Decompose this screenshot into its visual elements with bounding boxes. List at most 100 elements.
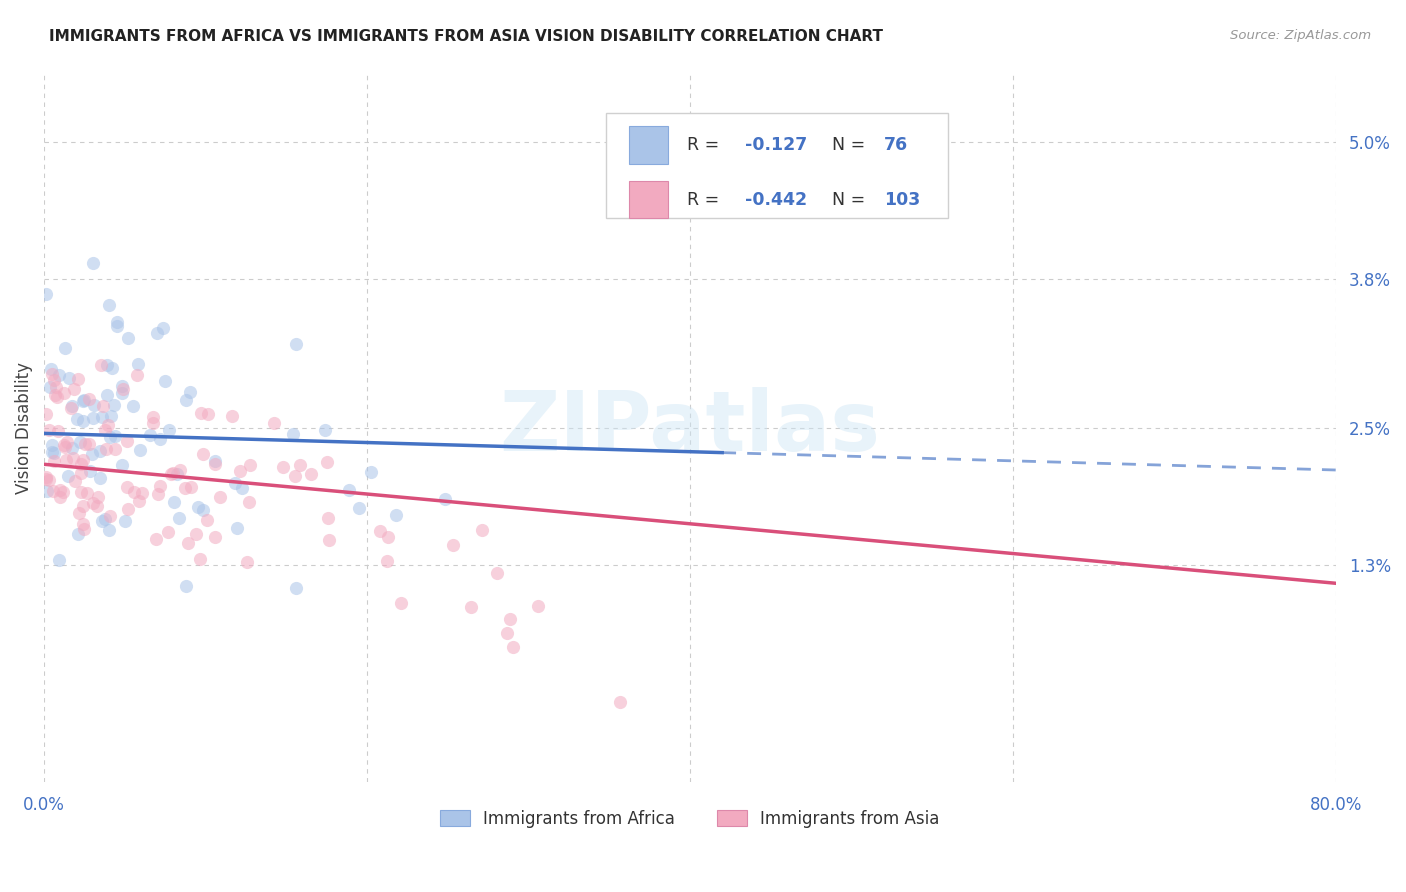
Point <box>72 453 94 467</box>
Point <box>441 538 464 552</box>
Point <box>502 640 524 655</box>
Point <box>55 434 77 449</box>
Text: 76: 76 <box>883 136 908 154</box>
Point <box>229 465 252 479</box>
Point <box>122 399 145 413</box>
Point <box>76 486 98 500</box>
Text: N =: N = <box>832 136 870 154</box>
Point <box>83 398 105 412</box>
Point <box>142 416 165 430</box>
Point <box>39 362 62 376</box>
Point <box>41 437 63 451</box>
Point <box>111 379 134 393</box>
Point <box>91 410 114 425</box>
Point <box>485 566 508 581</box>
Point <box>204 457 226 471</box>
Bar <box>630 126 668 164</box>
Point <box>53 438 76 452</box>
Point <box>72 516 94 531</box>
Point <box>377 530 399 544</box>
Point <box>45 380 67 394</box>
Point <box>70 458 93 472</box>
Point <box>87 490 110 504</box>
Point <box>105 319 128 334</box>
Point <box>375 554 398 568</box>
Point <box>98 509 121 524</box>
Point <box>169 463 191 477</box>
Point <box>41 445 63 459</box>
Point <box>38 380 60 394</box>
Point <box>41 367 63 381</box>
Y-axis label: Vision Disability: Vision Disability <box>15 361 32 493</box>
Point <box>72 394 94 409</box>
Point <box>179 385 201 400</box>
Point <box>35 407 58 421</box>
Point <box>94 424 117 438</box>
Point <box>238 494 260 508</box>
Bar <box>630 180 668 219</box>
Point <box>73 393 96 408</box>
Point <box>89 471 111 485</box>
Point <box>79 464 101 478</box>
Point <box>142 409 165 424</box>
Point <box>73 437 96 451</box>
Point <box>72 500 94 514</box>
Point <box>122 484 145 499</box>
Point <box>60 442 83 456</box>
Point <box>152 320 174 334</box>
Point <box>42 483 65 498</box>
Point <box>385 508 408 523</box>
Point <box>59 401 82 416</box>
Text: IMMIGRANTS FROM AFRICA VS IMMIGRANTS FROM ASIA VISION DISABILITY CORRELATION CHA: IMMIGRANTS FROM AFRICA VS IMMIGRANTS FRO… <box>49 29 883 44</box>
Point <box>42 454 65 468</box>
Point <box>56 468 79 483</box>
Point <box>98 430 121 444</box>
Point <box>49 483 72 498</box>
Point <box>162 466 184 480</box>
Point <box>86 499 108 513</box>
Point <box>145 326 167 340</box>
Point <box>131 486 153 500</box>
Point <box>82 410 104 425</box>
Point <box>111 385 134 400</box>
Point <box>389 596 412 610</box>
Point <box>318 533 340 547</box>
Point <box>67 506 90 520</box>
Point <box>166 467 188 482</box>
Point <box>208 491 231 505</box>
Point <box>62 451 84 466</box>
Text: ZIPatlas: ZIPatlas <box>499 387 880 468</box>
Point <box>111 458 134 472</box>
Point <box>197 407 219 421</box>
Point <box>35 472 58 486</box>
Point <box>191 502 214 516</box>
Point <box>60 399 83 413</box>
Point <box>35 287 58 301</box>
Point <box>153 374 176 388</box>
Point <box>115 480 138 494</box>
Point <box>204 454 226 468</box>
Point <box>204 530 226 544</box>
Point <box>63 475 86 489</box>
Point <box>163 495 186 509</box>
Point <box>316 510 339 524</box>
Point <box>91 399 114 413</box>
Point <box>360 465 382 479</box>
Point <box>239 458 262 472</box>
Text: 103: 103 <box>883 191 920 209</box>
Point <box>288 458 311 472</box>
Point <box>499 612 522 626</box>
Point <box>96 388 118 402</box>
Point <box>337 483 360 498</box>
Point <box>167 511 190 525</box>
Point <box>174 482 197 496</box>
Point <box>117 331 139 345</box>
Point <box>496 626 519 640</box>
Point <box>66 412 89 426</box>
Point <box>82 255 104 269</box>
Point <box>148 479 170 493</box>
Text: -0.127: -0.127 <box>745 136 807 154</box>
Point <box>53 341 76 355</box>
Point <box>44 388 66 402</box>
Point <box>263 417 285 431</box>
